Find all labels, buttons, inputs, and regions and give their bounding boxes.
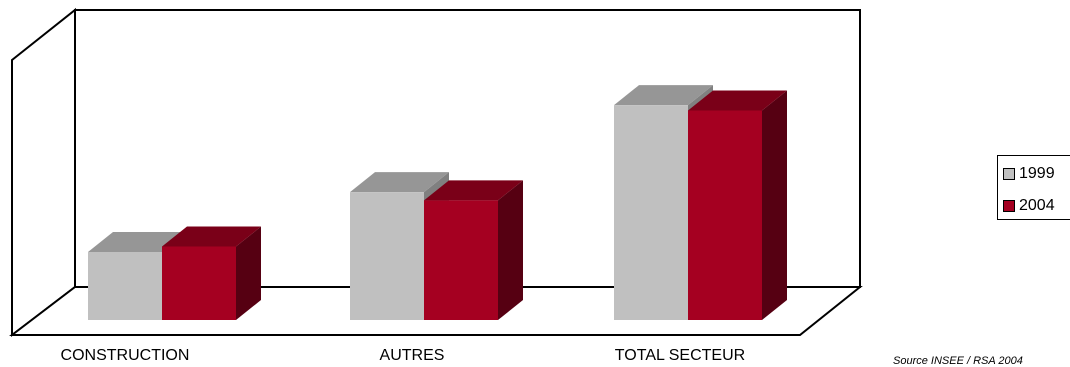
- bar-top: [688, 90, 787, 111]
- legend-label-2004: 2004: [1019, 197, 1055, 214]
- bar-front: [350, 192, 424, 320]
- bar-top: [424, 180, 523, 201]
- bar-side: [762, 90, 787, 320]
- category-label: TOTAL SECTEUR: [615, 347, 745, 363]
- legend-item-2004: 2004: [1003, 196, 1055, 216]
- bar-2004-0: [162, 226, 261, 320]
- bar-front: [162, 246, 236, 320]
- bar-top: [350, 172, 449, 193]
- bar-front: [688, 110, 762, 320]
- bar-top: [162, 226, 261, 247]
- bar-front: [88, 252, 162, 320]
- bar-side: [498, 180, 523, 320]
- bar-2004-1: [424, 180, 523, 320]
- bar-front: [614, 105, 688, 321]
- bar-top: [614, 85, 713, 106]
- bar-side: [236, 226, 261, 320]
- legend: 1999 2004: [997, 155, 1070, 220]
- source-note: Source INSEE / RSA 2004: [893, 355, 1023, 367]
- left-wall: [11, 7, 76, 338]
- legend-swatch-1999: [1003, 168, 1015, 180]
- bar-front: [424, 200, 498, 320]
- category-labels: CONSTRUCTION AUTRES TOTAL SECTEUR: [61, 347, 746, 363]
- legend-swatch-2004: [1003, 200, 1015, 212]
- bar-2004-2: [688, 90, 787, 320]
- category-label: CONSTRUCTION: [61, 347, 190, 363]
- legend-item-1999: 1999: [1003, 164, 1055, 184]
- category-label: AUTRES: [380, 347, 445, 363]
- legend-label-1999: 1999: [1019, 165, 1055, 182]
- bars-group: [88, 85, 787, 321]
